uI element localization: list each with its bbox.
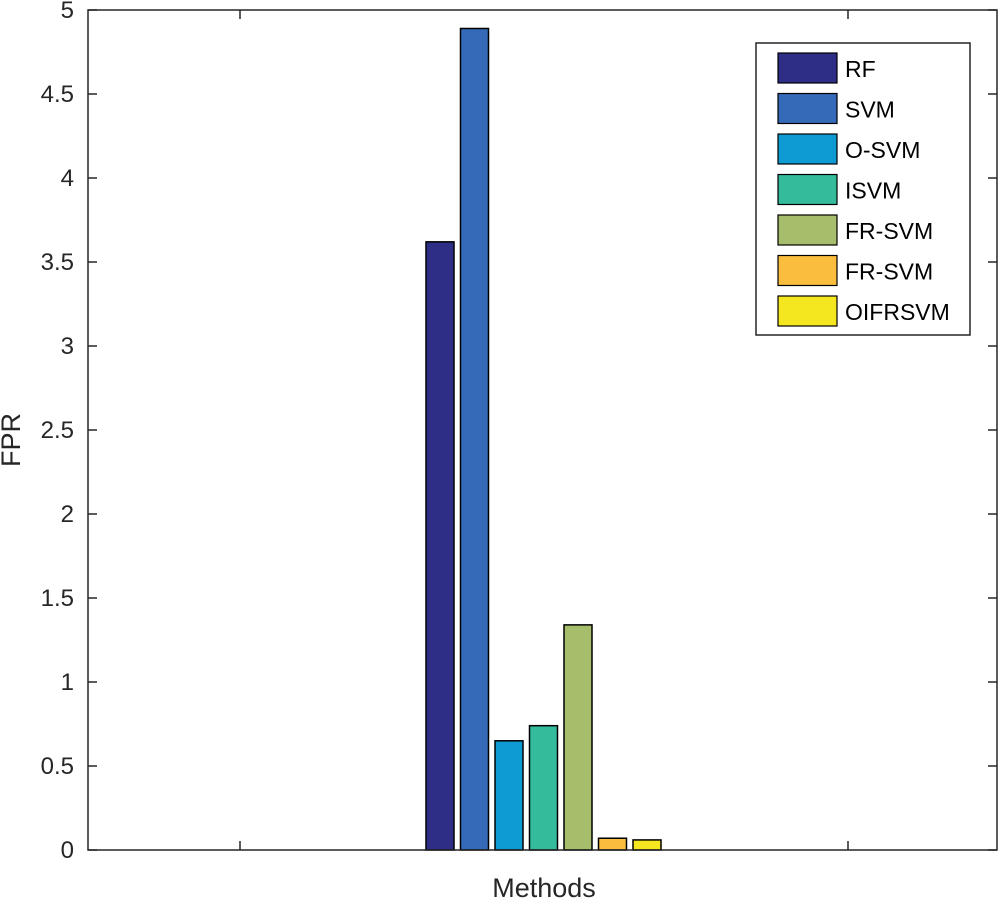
legend-label: RF: [845, 56, 876, 82]
legend-label: OIFRSVM: [845, 299, 950, 325]
legend-swatch: [777, 173, 838, 206]
y-tick-label: 1: [61, 669, 74, 696]
y-tick-label: 3.5: [41, 249, 74, 276]
y-tick-labels: 0 0.5 1 1.5 2 2.5 3 3.5 4 4.5 5: [41, 0, 74, 864]
bar-6: [597, 837, 628, 851]
legend-swatch: [777, 214, 838, 246]
legend-swatch: [777, 295, 838, 327]
bars: [118, 27, 967, 851]
y-tick-label: 0: [61, 837, 74, 864]
bar-3: [494, 740, 524, 851]
bar-4: [528, 724, 559, 851]
legend: RF SVM O-SVM ISVM FR-SVM FR-SVM OIFRSVM: [755, 42, 971, 336]
legend-label: O-SVM: [845, 137, 920, 163]
y-axis-label: FPR: [0, 413, 26, 467]
bar-1: [425, 241, 455, 851]
legend-label: SVM: [845, 97, 895, 123]
legend-label: FR-SVM: [845, 259, 933, 285]
axes: [87, 9, 998, 851]
y-tick-label: 4.5: [41, 81, 74, 108]
y-tick-label: 2: [61, 501, 74, 528]
y-tick-label: 1.5: [41, 585, 74, 612]
y-tick-label: 5: [61, 0, 74, 24]
legend-swatch: [777, 254, 838, 287]
y-tick-label: 4: [61, 165, 74, 192]
legend-swatch: [777, 52, 838, 84]
legend-swatch: [777, 133, 838, 165]
legend-label: ISVM: [845, 178, 901, 204]
bar-2: [459, 27, 490, 851]
x-axis-label: Methods: [492, 873, 596, 903]
bar-7: [632, 839, 662, 851]
y-tick-label: 3: [61, 333, 74, 360]
y-tick-label: 0.5: [41, 753, 74, 780]
legend-swatch: [777, 92, 838, 125]
bar-5: [563, 624, 593, 851]
y-tick-label: 2.5: [41, 417, 74, 444]
legend-label: FR-SVM: [845, 218, 933, 244]
